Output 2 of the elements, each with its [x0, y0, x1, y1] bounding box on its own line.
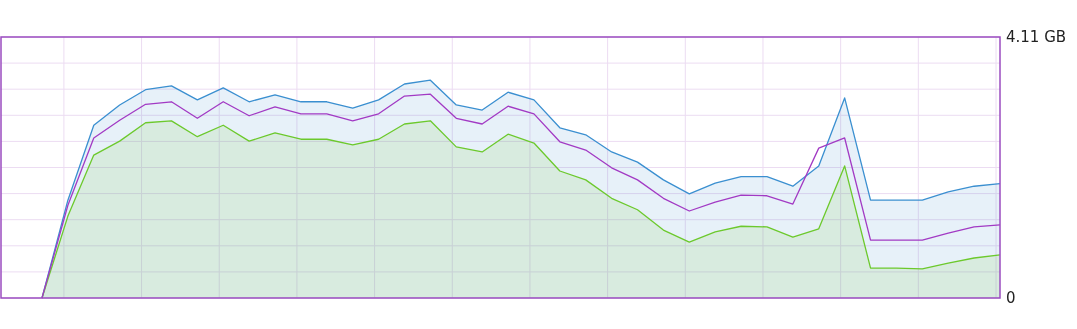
y-tick-label: 0: [1006, 289, 1016, 307]
y-tick-label: 4.11 GB: [1006, 28, 1067, 46]
